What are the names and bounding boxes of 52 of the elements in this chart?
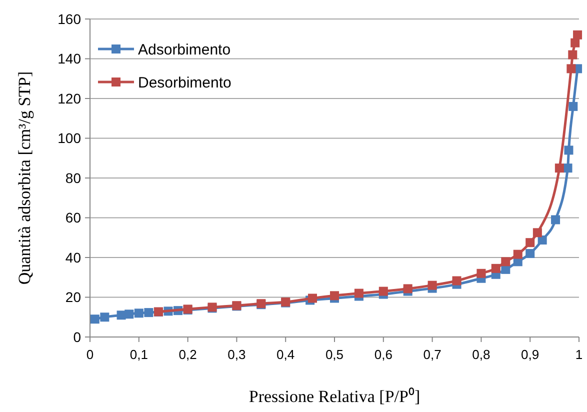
legend-label: Desorbimento (138, 74, 232, 92)
point (90, 314, 100, 324)
x-tick-label: 0,9 (521, 347, 540, 362)
point (573, 30, 582, 40)
point (134, 308, 144, 318)
point (124, 310, 134, 319)
point (568, 50, 578, 60)
x-tick-label: 0,7 (423, 347, 442, 362)
point (491, 264, 500, 273)
point (452, 276, 462, 286)
y-tick-label: 160 (58, 10, 82, 27)
y-tick-label: 100 (58, 130, 82, 146)
x-tick-label: 1 (575, 347, 583, 362)
point (100, 312, 110, 322)
x-tick-label: 0,2 (178, 347, 197, 362)
point (501, 257, 510, 266)
y-tick-label: 40 (65, 249, 82, 266)
x-tick-label: 0,6 (374, 347, 392, 362)
point (538, 236, 547, 245)
x-axis-title: Pressione Relativa [P/P⁰] (248, 387, 420, 406)
point (564, 146, 574, 155)
point (526, 249, 535, 258)
point (330, 291, 339, 300)
point (532, 228, 542, 238)
y-tick-label: 80 (65, 170, 82, 186)
x-tick-label: 0,5 (325, 347, 344, 362)
point (476, 268, 486, 278)
point (428, 280, 437, 290)
y-tick-label: 20 (65, 289, 82, 306)
point (403, 284, 412, 294)
point (144, 308, 154, 318)
point (526, 238, 535, 248)
x-tick-label: 0,4 (276, 347, 295, 362)
y-tick-label: 140 (58, 50, 82, 67)
point (554, 164, 564, 173)
point (570, 38, 580, 48)
point (566, 64, 576, 74)
point (378, 286, 388, 296)
y-tick-label: 60 (65, 210, 82, 226)
x-tick-label: 0,8 (472, 347, 490, 362)
point (568, 102, 578, 111)
point (513, 250, 522, 259)
point (354, 288, 364, 298)
x-tick-label: 0,3 (228, 347, 246, 362)
x-tick-label: 0 (86, 347, 94, 362)
x-tick-label: 0,1 (130, 347, 148, 362)
y-axis-title: Quantità adsorbita [cm³/g STP] (15, 71, 34, 285)
legend-label: Adsorbimento (138, 41, 231, 58)
y-tick-label: 120 (58, 90, 82, 106)
y-tick-label: 0 (73, 328, 82, 345)
point (551, 215, 560, 224)
point (563, 164, 572, 173)
